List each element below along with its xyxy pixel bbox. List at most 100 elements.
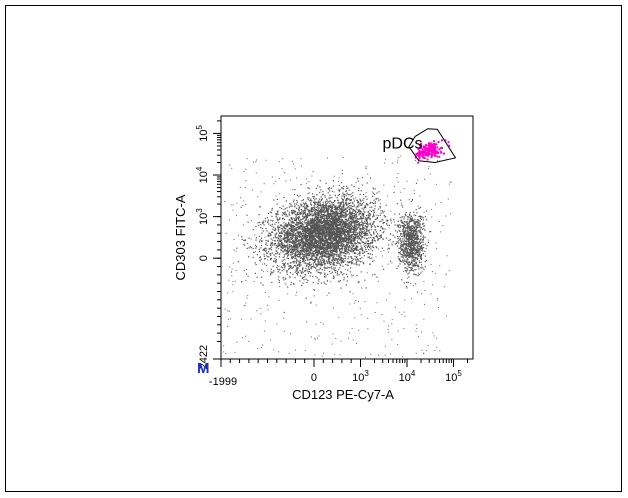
scatter-point	[312, 235, 314, 237]
scatter-point	[351, 260, 353, 262]
scatter-point	[321, 225, 323, 227]
scatter-point	[279, 272, 281, 274]
scatter-point	[340, 237, 342, 239]
scatter-point	[348, 249, 350, 251]
scatter-point	[314, 289, 316, 291]
scatter-point	[270, 273, 272, 275]
scatter-point	[346, 203, 348, 205]
scatter-point	[287, 247, 289, 250]
scatter-point	[281, 232, 283, 234]
scatter-point	[370, 234, 373, 236]
scatter-point	[337, 242, 339, 244]
scatter-point	[389, 233, 392, 235]
scatter-point	[319, 191, 321, 194]
scatter-point	[293, 222, 295, 224]
scatter-point	[303, 245, 305, 247]
scatter-point	[291, 230, 293, 232]
scatter-point	[299, 243, 301, 245]
scatter-point	[274, 227, 276, 230]
scatter-point	[365, 214, 368, 217]
scatter-point	[287, 286, 289, 288]
scatter-point	[331, 259, 333, 261]
scatter-point	[318, 220, 321, 222]
scatter-point	[384, 228, 386, 230]
scatter-point	[281, 239, 283, 241]
scatter-point	[368, 212, 370, 214]
scatter-point	[289, 228, 291, 230]
scatter-point	[326, 247, 328, 249]
scatter-point	[358, 203, 360, 205]
scatter-point	[377, 238, 379, 240]
scatter-point	[296, 264, 298, 267]
scatter-point	[333, 213, 335, 216]
scatter-point	[331, 230, 333, 232]
scatter-point	[341, 228, 343, 230]
scatter-point	[328, 213, 330, 215]
scatter-point	[333, 216, 336, 219]
scatter-point	[324, 206, 326, 208]
scatter-point	[335, 222, 337, 224]
scatter-point	[371, 225, 373, 227]
scatter-point	[337, 227, 339, 229]
scatter-point	[370, 237, 372, 239]
scatter-point	[246, 247, 248, 249]
scatter-point	[291, 236, 293, 238]
scatter-point	[322, 238, 324, 240]
scatter-point	[288, 227, 290, 229]
scatter-point	[339, 280, 341, 282]
scatter-point	[275, 215, 277, 218]
scatter-point	[325, 200, 327, 202]
scatter-point	[317, 213, 319, 215]
scatter-point	[308, 251, 310, 253]
scatter-point	[273, 260, 275, 262]
scatter-point	[371, 257, 373, 259]
scatter-point	[351, 205, 353, 208]
scatter-point	[320, 215, 322, 217]
scatter-point	[287, 243, 289, 245]
scatter-point	[322, 214, 324, 216]
scatter-point	[323, 261, 325, 263]
scatter-point	[327, 251, 329, 253]
scatter-point	[316, 252, 318, 254]
scatter-point	[308, 266, 310, 268]
scatter-point	[386, 220, 388, 222]
scatter-point	[312, 230, 314, 232]
scatter-point	[301, 238, 303, 240]
scatter-point	[329, 253, 331, 255]
scatter-point	[327, 247, 329, 249]
scatter-point	[339, 204, 341, 206]
scatter-point	[368, 230, 370, 232]
scatter-point	[300, 252, 302, 254]
scatter-point	[305, 228, 307, 230]
scatter-point	[343, 229, 345, 231]
scatter-point	[334, 220, 336, 222]
scatter-point	[314, 224, 316, 226]
scatter-point	[297, 274, 299, 276]
scatter-point	[349, 246, 351, 248]
scatter-point	[322, 228, 324, 230]
scatter-point	[295, 257, 297, 259]
scatter-point	[279, 207, 281, 209]
scatter-point	[334, 247, 336, 249]
scatter-point	[323, 229, 325, 231]
scatter-point	[346, 252, 348, 254]
scatter-point	[304, 231, 306, 233]
scatter-point	[283, 239, 286, 241]
scatter-point	[299, 226, 301, 228]
scatter-point	[357, 227, 359, 229]
scatter-point	[290, 217, 292, 219]
scatter-point	[272, 239, 274, 241]
scatter-point	[289, 236, 291, 238]
scatter-point	[273, 243, 275, 245]
scatter-point	[281, 244, 283, 246]
scatter-point	[323, 234, 325, 236]
scatter-point	[356, 218, 359, 220]
scatter-point	[276, 245, 279, 247]
scatter-point	[304, 216, 306, 218]
scatter-point	[328, 254, 330, 256]
scatter-point	[337, 234, 339, 236]
scatter-point	[309, 275, 311, 277]
scatter-point	[286, 231, 288, 233]
scatter-point	[316, 265, 318, 267]
scatter-point	[346, 227, 348, 229]
